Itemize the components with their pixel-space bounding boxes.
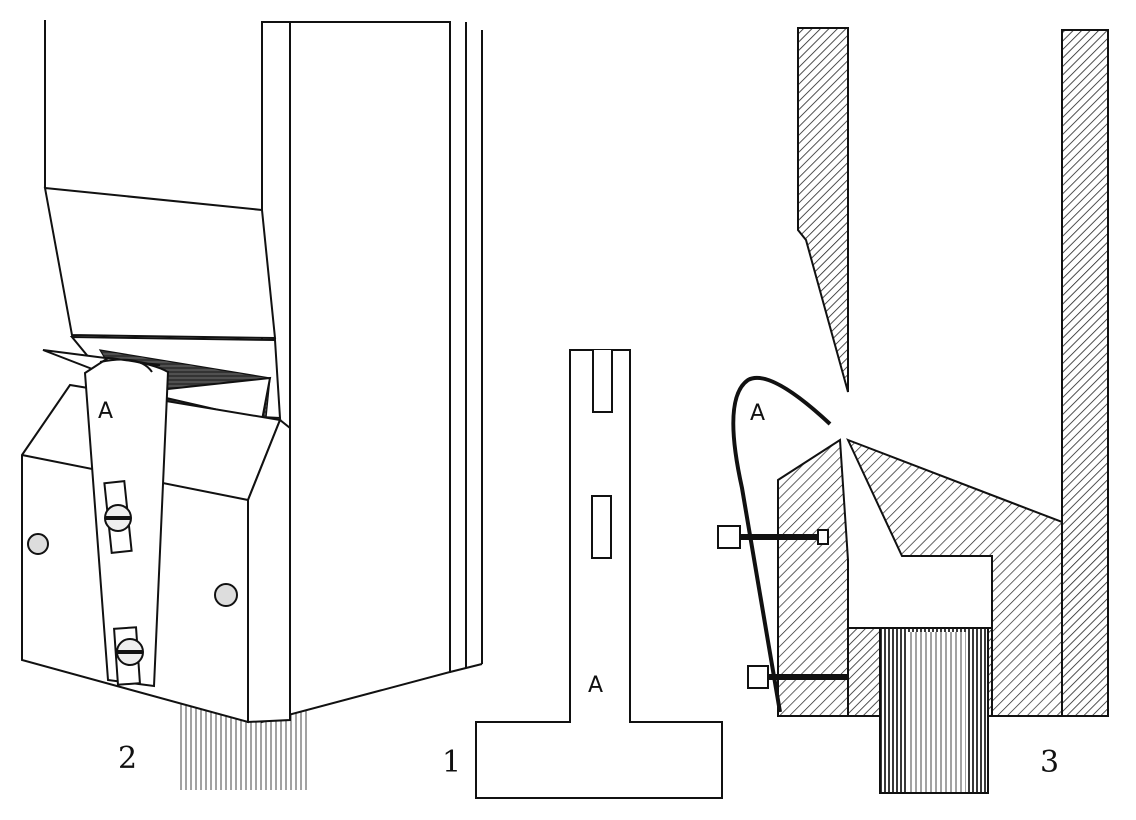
section-screw-lower [747, 665, 848, 689]
housing-screw-left [27, 533, 49, 555]
figure-1-clip-blank [475, 349, 723, 799]
figure-2-part-label: A [98, 399, 113, 424]
outer-wall [1061, 29, 1109, 717]
figure-1-number: 1 [442, 745, 461, 780]
figure-3-part-label: A [750, 401, 765, 426]
figure-1-part-label: A [588, 673, 603, 698]
upper-wedge [797, 27, 849, 393]
figure-2-number: 2 [118, 741, 137, 776]
section-screw-upper [717, 525, 829, 549]
upper-hopper-face [43, 186, 277, 340]
section-spring-clip [731, 375, 832, 713]
housing-screw-right [214, 583, 238, 607]
figure-3-section [717, 27, 1109, 794]
clip-blank-outline [475, 349, 723, 799]
figure-2-perspective [21, 20, 483, 790]
clip-slot [591, 495, 612, 559]
figure-3-number: 3 [1040, 745, 1059, 780]
clip-notch [592, 350, 613, 413]
